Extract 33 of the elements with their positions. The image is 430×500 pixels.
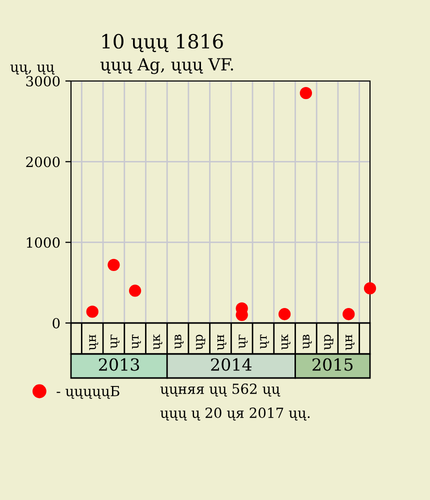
text: ųųняя ųų 562 ųų xyxy=(160,384,280,396)
x-tick-label: ųв xyxy=(174,334,184,349)
x-tick-label: ųг xyxy=(110,334,120,348)
x-tick-label: ųт xyxy=(260,334,270,349)
y-tick-label: 3000 xyxy=(26,76,60,86)
text: 2015 xyxy=(312,358,353,371)
text: 2014 xyxy=(211,358,252,371)
point xyxy=(364,282,376,294)
point xyxy=(128,284,142,297)
x-tick-label: ųв xyxy=(302,334,312,349)
text: 2013 xyxy=(98,358,140,371)
point xyxy=(278,308,291,320)
y-tick-label: 2000 xyxy=(26,156,60,168)
x-tick-label: ųр xyxy=(196,334,206,350)
chart-subtitle: ųųų Ag, ųųų VF. xyxy=(100,58,234,74)
chart-title: 10 ųųų 1816 xyxy=(102,34,223,52)
x-tick-label: ųк xyxy=(282,334,290,350)
x-tick-label: ųн xyxy=(89,334,98,350)
y-tick-label: 0 xyxy=(52,318,60,328)
point xyxy=(342,308,355,320)
text: ųųų ų 20 ųя 2017 ųų. xyxy=(160,408,310,420)
point xyxy=(300,87,312,100)
x-tick-label: ųр xyxy=(324,334,334,350)
x-tick-label: ųн xyxy=(346,334,354,350)
x-tick-label: ųг xyxy=(238,334,248,348)
legend-label: - ųųųųųБ xyxy=(56,386,120,399)
y-axis-title: ųų, ųų xyxy=(10,64,55,74)
y-tick-label: 1000 xyxy=(26,237,60,248)
x-tick-label: ųк xyxy=(153,334,162,350)
point xyxy=(108,258,120,271)
x-tick-label: ųт xyxy=(132,334,141,349)
point xyxy=(86,306,98,318)
x-tick-label: ųн xyxy=(217,334,226,350)
